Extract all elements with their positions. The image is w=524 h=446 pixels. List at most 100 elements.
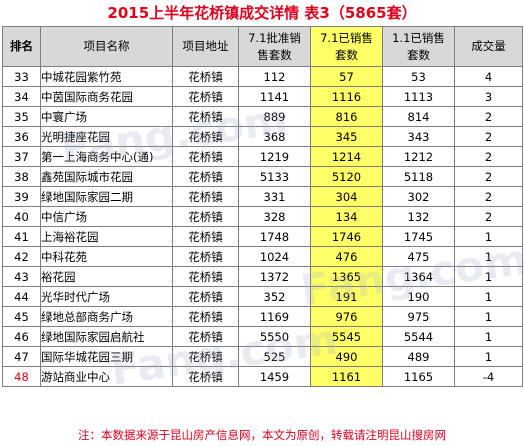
- cell-rank: 37: [2, 146, 41, 167]
- header-approved-units: 7.1批准销 售套数: [238, 26, 311, 67]
- cell-sold-prev-units: 302: [382, 186, 455, 207]
- cell-sold-units: 1116: [310, 86, 383, 107]
- cell-volume: 2: [454, 186, 523, 207]
- cell-approved-units: 1748: [238, 226, 311, 247]
- cell-project-name: 裕花园: [40, 266, 173, 287]
- cell-volume: 1: [454, 266, 523, 287]
- cell-sold-units: 1365: [310, 266, 383, 287]
- header-project-name: 项目名称: [40, 26, 173, 67]
- cell-rank: 42: [2, 246, 41, 267]
- cell-rank: 41: [2, 226, 41, 247]
- cell-sold-prev-units: 489: [382, 346, 455, 367]
- cell-sold-units: 976: [310, 306, 383, 327]
- cell-volume: -4: [454, 366, 523, 387]
- table-row: 38 鑫苑国际城市花园 花桥镇 5133 5120 5118 2: [2, 166, 523, 187]
- cell-rank: 44: [2, 286, 41, 307]
- table-row: 44 光华时代广场 花桥镇 352 191 190 1: [2, 286, 523, 307]
- cell-sold-units: 57: [310, 66, 383, 87]
- header-approved-line2: 售套数: [257, 47, 292, 62]
- table-header-row: 排名 项目名称 项目地址 7.1批准销 售套数 7.1已销售 套数 1.1已销售 套数…: [2, 26, 523, 67]
- header-volume: 成交量: [454, 26, 523, 67]
- cell-sold-prev-units: 1745: [382, 226, 455, 247]
- cell-approved-units: 525: [238, 346, 311, 367]
- cell-project-location: 花桥镇: [172, 246, 239, 267]
- cell-volume: 1: [454, 246, 523, 267]
- cell-project-name: 绿地国际家园二期: [40, 186, 173, 207]
- header-rank: 排名: [2, 26, 41, 67]
- cell-volume: 1: [454, 306, 523, 327]
- cell-project-name: 绿地国际家园启航社: [40, 326, 173, 347]
- header-sold-prev-line2: 套数: [407, 47, 430, 62]
- cell-project-name: 中城花园紫竹苑: [40, 66, 173, 87]
- cell-volume: 1: [454, 346, 523, 367]
- cell-sold-prev-units: 475: [382, 246, 455, 267]
- cell-project-name: 中寰广场: [40, 106, 173, 127]
- cell-approved-units: 1219: [238, 146, 311, 167]
- cell-sold-prev-units: 53: [382, 66, 455, 87]
- cell-rank: 34: [2, 86, 41, 107]
- table-row: 43 裕花园 花桥镇 1372 1365 1364 1: [2, 266, 523, 287]
- cell-project-location: 花桥镇: [172, 146, 239, 167]
- table-row: 48 游站商业中心 花桥镇 1459 1161 1165 -4: [2, 366, 523, 387]
- cell-approved-units: 368: [238, 126, 311, 147]
- header-approved-line1: 7.1批准销: [248, 30, 301, 45]
- header-sold-prev-units: 1.1已销售 套数: [382, 26, 455, 67]
- table-row: 36 光明捷座花园 花桥镇 368 345 343 2: [2, 126, 523, 147]
- cell-project-location: 花桥镇: [172, 126, 239, 147]
- table-body: 33 中城花园紫竹苑 花桥镇 112 57 53 4 34 中茵国际商务花园 花桥镇 1141 111…: [2, 66, 523, 387]
- cell-project-location: 花桥镇: [172, 186, 239, 207]
- table-row: 41 上海裕花园 花桥镇 1748 1746 1745 1: [2, 226, 523, 247]
- cell-rank: 40: [2, 206, 41, 227]
- table-row: 45 绿地总部商务广场 花桥镇 1169 976 975 1: [2, 306, 523, 327]
- table-row: 35 中寰广场 花桥镇 889 816 814 2: [2, 106, 523, 127]
- cell-project-location: 花桥镇: [172, 226, 239, 247]
- cell-sold-prev-units: 1364: [382, 266, 455, 287]
- cell-sold-units: 1746: [310, 226, 383, 247]
- cell-project-location: 花桥镇: [172, 326, 239, 347]
- cell-sold-prev-units: 1212: [382, 146, 455, 167]
- cell-sold-prev-units: 343: [382, 126, 455, 147]
- cell-volume: 1: [454, 226, 523, 247]
- cell-approved-units: 112: [238, 66, 311, 87]
- cell-project-location: 花桥镇: [172, 166, 239, 187]
- cell-volume: 2: [454, 166, 523, 187]
- footnote: 注：本数据来源于昆山房产信息网，本文为原创，转载请注明昆山搜房网: [78, 428, 446, 442]
- table-row: 42 中科花苑 花桥镇 1024 476 475 1: [2, 246, 523, 267]
- cell-project-location: 花桥镇: [172, 366, 239, 387]
- page-title: 2015上半年花桥镇成交详情 表3（5865套）: [107, 4, 417, 22]
- cell-sold-units: 5545: [310, 326, 383, 347]
- cell-project-location: 花桥镇: [172, 346, 239, 367]
- cell-approved-units: 1024: [238, 246, 311, 267]
- cell-sold-units: 134: [310, 206, 383, 227]
- cell-project-name: 中科花苑: [40, 246, 173, 267]
- cell-approved-units: 1459: [238, 366, 311, 387]
- header-sold-prev-line1: 1.1已销售: [392, 30, 445, 45]
- table-row: 33 中城花园紫竹苑 花桥镇 112 57 53 4: [2, 66, 523, 87]
- cell-project-location: 花桥镇: [172, 286, 239, 307]
- cell-rank: 33: [2, 66, 41, 87]
- cell-rank: 38: [2, 166, 41, 187]
- cell-project-name: 中信广场: [40, 206, 173, 227]
- cell-approved-units: 5133: [238, 166, 311, 187]
- cell-sold-prev-units: 5118: [382, 166, 455, 187]
- cell-project-location: 花桥镇: [172, 206, 239, 227]
- table-row: 34 中茵国际商务花园 花桥镇 1141 1116 1113 3: [2, 86, 523, 107]
- header-project-location: 项目地址: [172, 26, 239, 67]
- cell-sold-prev-units: 5544: [382, 326, 455, 347]
- cell-sold-units: 476: [310, 246, 383, 267]
- cell-project-location: 花桥镇: [172, 86, 239, 107]
- cell-sold-prev-units: 975: [382, 306, 455, 327]
- cell-sold-prev-units: 814: [382, 106, 455, 127]
- cell-sold-prev-units: 1165: [382, 366, 455, 387]
- cell-sold-units: 345: [310, 126, 383, 147]
- cell-approved-units: 328: [238, 206, 311, 227]
- cell-project-name: 第一上海商务中心(通): [40, 146, 173, 167]
- cell-rank: 46: [2, 326, 41, 347]
- cell-project-name: 上海裕花园: [40, 226, 173, 247]
- cell-sold-units: 191: [310, 286, 383, 307]
- cell-project-location: 花桥镇: [172, 266, 239, 287]
- cell-volume: 1: [454, 286, 523, 307]
- cell-sold-prev-units: 132: [382, 206, 455, 227]
- cell-project-name: 游站商业中心: [40, 366, 173, 387]
- cell-volume: 4: [454, 66, 523, 87]
